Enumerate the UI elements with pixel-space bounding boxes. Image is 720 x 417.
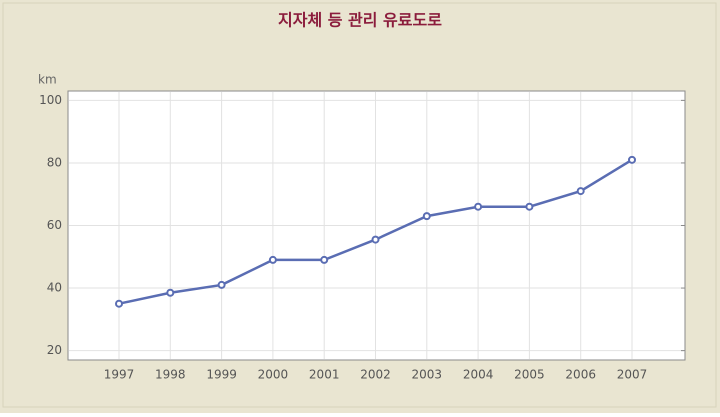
x-tick-label: 1997: [104, 368, 135, 382]
x-tick-label: 2003: [412, 368, 443, 382]
point: [217, 280, 226, 289]
y-tick-label: 80: [47, 155, 62, 169]
point: [525, 202, 534, 211]
x-tick-label: 2001: [309, 368, 340, 382]
point: [422, 212, 431, 221]
point: [115, 299, 123, 308]
point: [576, 187, 585, 196]
point: [474, 202, 483, 211]
frame: [2, 2, 717, 408]
point: [166, 288, 175, 297]
x-tick-label: 2006: [565, 368, 596, 382]
point: [320, 255, 329, 264]
x-tick-label: 1998: [155, 368, 186, 382]
x-tick-label: 2004: [463, 368, 494, 382]
x-tick-label: 2002: [360, 368, 391, 382]
point: [628, 155, 636, 164]
point: [371, 235, 380, 244]
point: [268, 255, 277, 264]
x-tick-label: 2007: [617, 368, 648, 382]
y-tick-label: 40: [47, 281, 62, 295]
chart-title: 지자체 등 관리 유료도로: [278, 11, 442, 30]
x-tick-label: 2000: [258, 368, 289, 382]
x-tick-label: 2005: [514, 368, 545, 382]
y-tick-label: 60: [47, 218, 62, 232]
x-tick-label: 1999: [206, 368, 237, 382]
y-axis-unit: km: [38, 73, 57, 87]
y-tick-label: 20: [47, 343, 62, 357]
y-tick-label: 100: [39, 93, 62, 107]
